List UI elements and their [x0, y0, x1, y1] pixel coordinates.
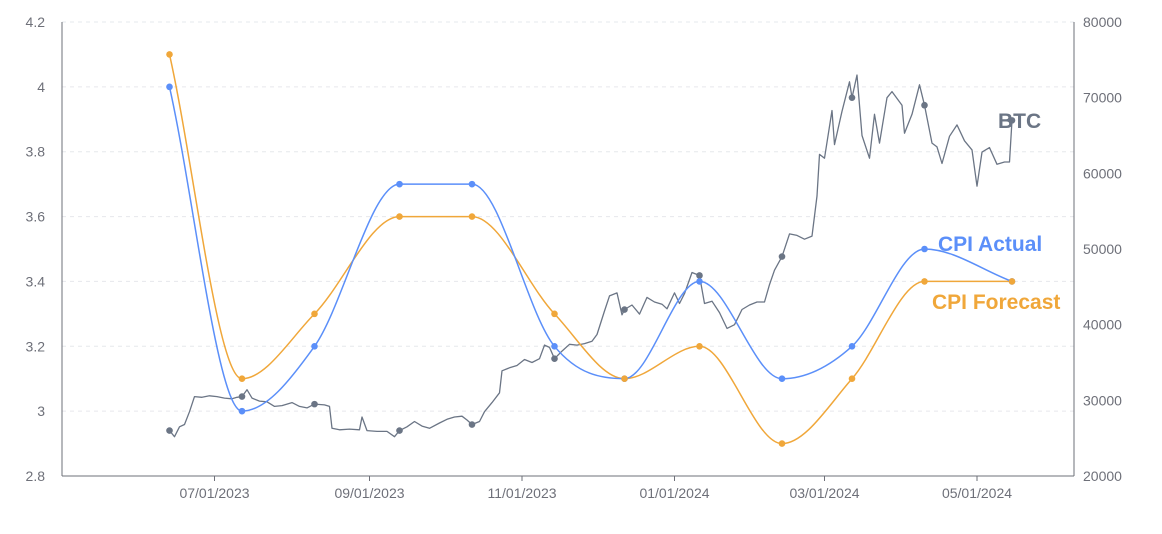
- point-btc: [621, 306, 628, 313]
- y-left-tick-label: 3.4: [26, 273, 46, 289]
- x-tick-label: 01/01/2024: [639, 485, 709, 501]
- y-right-tick-label: 20000: [1083, 468, 1122, 484]
- point-cpi-forecast: [921, 278, 928, 285]
- series-label-cpi-actual: CPI Actual: [938, 233, 1042, 256]
- y-right-tick-label: 40000: [1083, 317, 1122, 333]
- y-right-tick-label: 60000: [1083, 165, 1122, 181]
- point-btc: [778, 253, 786, 260]
- series-labels: CPI Actual CPI Forecast BTC: [932, 110, 1060, 314]
- point-btc: [848, 94, 856, 101]
- point-btc: [238, 393, 246, 400]
- y-right-tick-label: 80000: [1083, 14, 1122, 30]
- point-cpi-forecast: [396, 213, 403, 220]
- point-cpi-forecast: [1008, 278, 1016, 285]
- point-cpi-forecast: [778, 440, 786, 447]
- point-cpi-actual: [238, 407, 246, 415]
- point-cpi-actual: [396, 180, 403, 188]
- axes: 2.8 3 3.2 3.4 3.6 3.8 4 4.2 20000 30000 40000 50000…: [26, 14, 1123, 501]
- x-tick-label: 11/01/2023: [487, 485, 556, 501]
- y-left-tick-label: 3.6: [26, 209, 46, 225]
- point-cpi-forecast: [238, 375, 246, 383]
- point-btc: [396, 427, 403, 434]
- point-cpi-forecast: [848, 375, 856, 383]
- point-cpi-actual: [468, 180, 476, 188]
- point-btc: [166, 427, 173, 434]
- point-cpi-forecast: [311, 310, 318, 318]
- line-cpi-forecast: [168, 54, 1012, 445]
- point-cpi-actual: [551, 342, 558, 350]
- point-btc: [921, 101, 928, 109]
- y-right-tick-label: 50000: [1083, 241, 1122, 257]
- point-cpi-actual: [778, 375, 786, 383]
- y-left-tick-label: 2.8: [26, 468, 46, 484]
- series-label-cpi-forecast: CPI Forecast: [932, 291, 1060, 314]
- point-cpi-actual: [921, 245, 928, 253]
- point-cpi-forecast: [468, 213, 476, 220]
- y-left-tick-label: 3.2: [26, 338, 46, 354]
- point-btc: [696, 272, 703, 279]
- point-btc: [311, 400, 318, 408]
- x-tick-label: 07/01/2023: [179, 485, 249, 501]
- series-label-btc: BTC: [998, 110, 1041, 133]
- y-left-tick-label: 4: [37, 79, 45, 95]
- y-left-tick-label: 3.8: [26, 144, 46, 160]
- point-btc: [468, 421, 476, 428]
- btc-price-line: [168, 74, 1013, 438]
- point-cpi-forecast: [696, 342, 703, 350]
- point-cpi-actual: [848, 342, 856, 350]
- line-cpi-actual: [168, 86, 1013, 412]
- x-tick-label: 09/01/2023: [334, 485, 404, 501]
- point-cpi-forecast: [166, 51, 173, 58]
- y-left-tick-label: 4.2: [26, 14, 46, 30]
- point-cpi-actual: [166, 83, 173, 91]
- point-cpi-actual: [696, 278, 703, 285]
- series-lines: [168, 54, 1013, 445]
- point-btc: [1008, 117, 1016, 124]
- point-cpi-actual: [311, 342, 318, 350]
- point-btc: [551, 355, 558, 363]
- x-tick-label: 03/01/2024: [789, 485, 859, 501]
- point-cpi-forecast: [551, 310, 558, 318]
- series-points: [166, 51, 1016, 447]
- x-tick-label: 05/01/2024: [942, 485, 1012, 501]
- point-cpi-forecast: [621, 375, 628, 383]
- y-right-tick-label: 70000: [1083, 90, 1122, 106]
- y-right-tick-label: 30000: [1083, 392, 1122, 408]
- y-left-tick-label: 3: [37, 403, 45, 419]
